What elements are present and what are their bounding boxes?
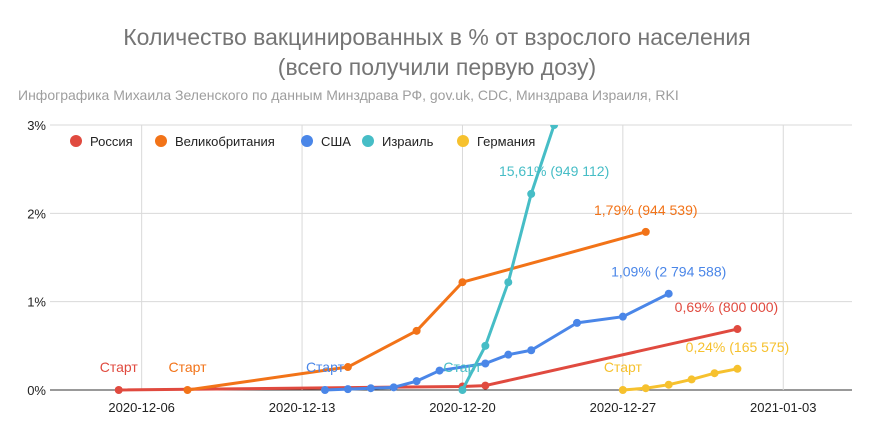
data-point: [733, 364, 742, 373]
series-line: [324, 292, 670, 392]
legend-marker: [70, 135, 82, 147]
data-point: [641, 227, 650, 236]
data-point: [412, 326, 421, 335]
legend-marker: [301, 135, 313, 147]
x-tick-label: 2020-12-20: [429, 400, 496, 415]
x-tick-label: 2020-12-06: [108, 400, 175, 415]
end-value-label: 0,24% (165 575): [686, 339, 790, 355]
legend-label: США: [321, 134, 351, 149]
start-label: Старт: [604, 359, 643, 375]
end-value-label: 0,69% (800 000): [675, 299, 779, 315]
y-tick-label: 0%: [27, 383, 46, 398]
data-point: [687, 375, 696, 384]
data-point: [573, 318, 582, 327]
x-tick-label: 2020-12-27: [590, 400, 657, 415]
data-point: [435, 366, 444, 375]
data-point: [733, 325, 742, 334]
x-tick-label: 2020-12-13: [269, 400, 336, 415]
legend-label: Россия: [90, 134, 133, 149]
series-group: [183, 227, 650, 394]
data-point: [343, 385, 352, 394]
legend-label: Великобритания: [175, 134, 275, 149]
y-tick-label: 3%: [27, 118, 46, 133]
start-label: Старт: [168, 359, 207, 375]
end-value-label: 1,09% (2 794 588): [611, 264, 726, 280]
data-point: [481, 341, 490, 350]
legend-marker: [155, 135, 167, 147]
data-point: [320, 386, 329, 394]
y-tick-label: 1%: [27, 295, 46, 310]
chart-title: Количество вакцинированных в % от взросл…: [123, 24, 751, 50]
data-point: [366, 384, 375, 393]
legend-marker: [362, 135, 374, 147]
y-tick-label: 2%: [27, 206, 46, 221]
data-point: [618, 386, 627, 394]
data-point: [550, 125, 559, 129]
x-tick-label: 2021-01-03: [750, 400, 817, 415]
legend-marker: [457, 135, 469, 147]
end-value-label: 15,61% (949 112): [499, 163, 609, 179]
start-label: Старт: [443, 359, 482, 375]
series-group: [618, 364, 742, 394]
data-point: [527, 189, 536, 198]
data-point: [504, 278, 513, 287]
start-label: Старт: [100, 359, 139, 375]
data-point: [618, 312, 627, 321]
chart-title-line2: (всего получили первую дозу): [277, 54, 597, 80]
data-point: [710, 369, 719, 378]
data-point: [458, 278, 467, 287]
data-point: [664, 289, 673, 298]
series-group: [114, 325, 742, 394]
data-point: [481, 359, 490, 368]
data-point: [481, 381, 490, 390]
legend-label: Израиль: [382, 134, 434, 149]
data-point: [114, 386, 123, 394]
data-point: [183, 386, 192, 394]
data-point: [527, 346, 536, 355]
legend-label: Германия: [477, 134, 535, 149]
series-group: [458, 125, 559, 394]
data-point: [343, 363, 352, 372]
data-point: [458, 386, 467, 394]
data-point: [641, 384, 650, 393]
series-group: [320, 289, 673, 394]
chart-subtitle: Инфографика Михаила Зеленского по данным…: [18, 87, 679, 103]
data-point: [412, 377, 421, 386]
end-value-label: 1,79% (944 539): [594, 202, 698, 218]
data-point: [504, 350, 513, 359]
data-point: [389, 383, 398, 392]
start-label: Старт: [306, 359, 345, 375]
series-line: [118, 327, 738, 392]
data-point: [664, 380, 673, 389]
